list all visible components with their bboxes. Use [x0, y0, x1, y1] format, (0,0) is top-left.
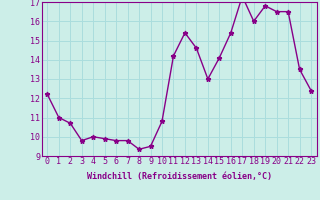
X-axis label: Windchill (Refroidissement éolien,°C): Windchill (Refroidissement éolien,°C): [87, 172, 272, 181]
